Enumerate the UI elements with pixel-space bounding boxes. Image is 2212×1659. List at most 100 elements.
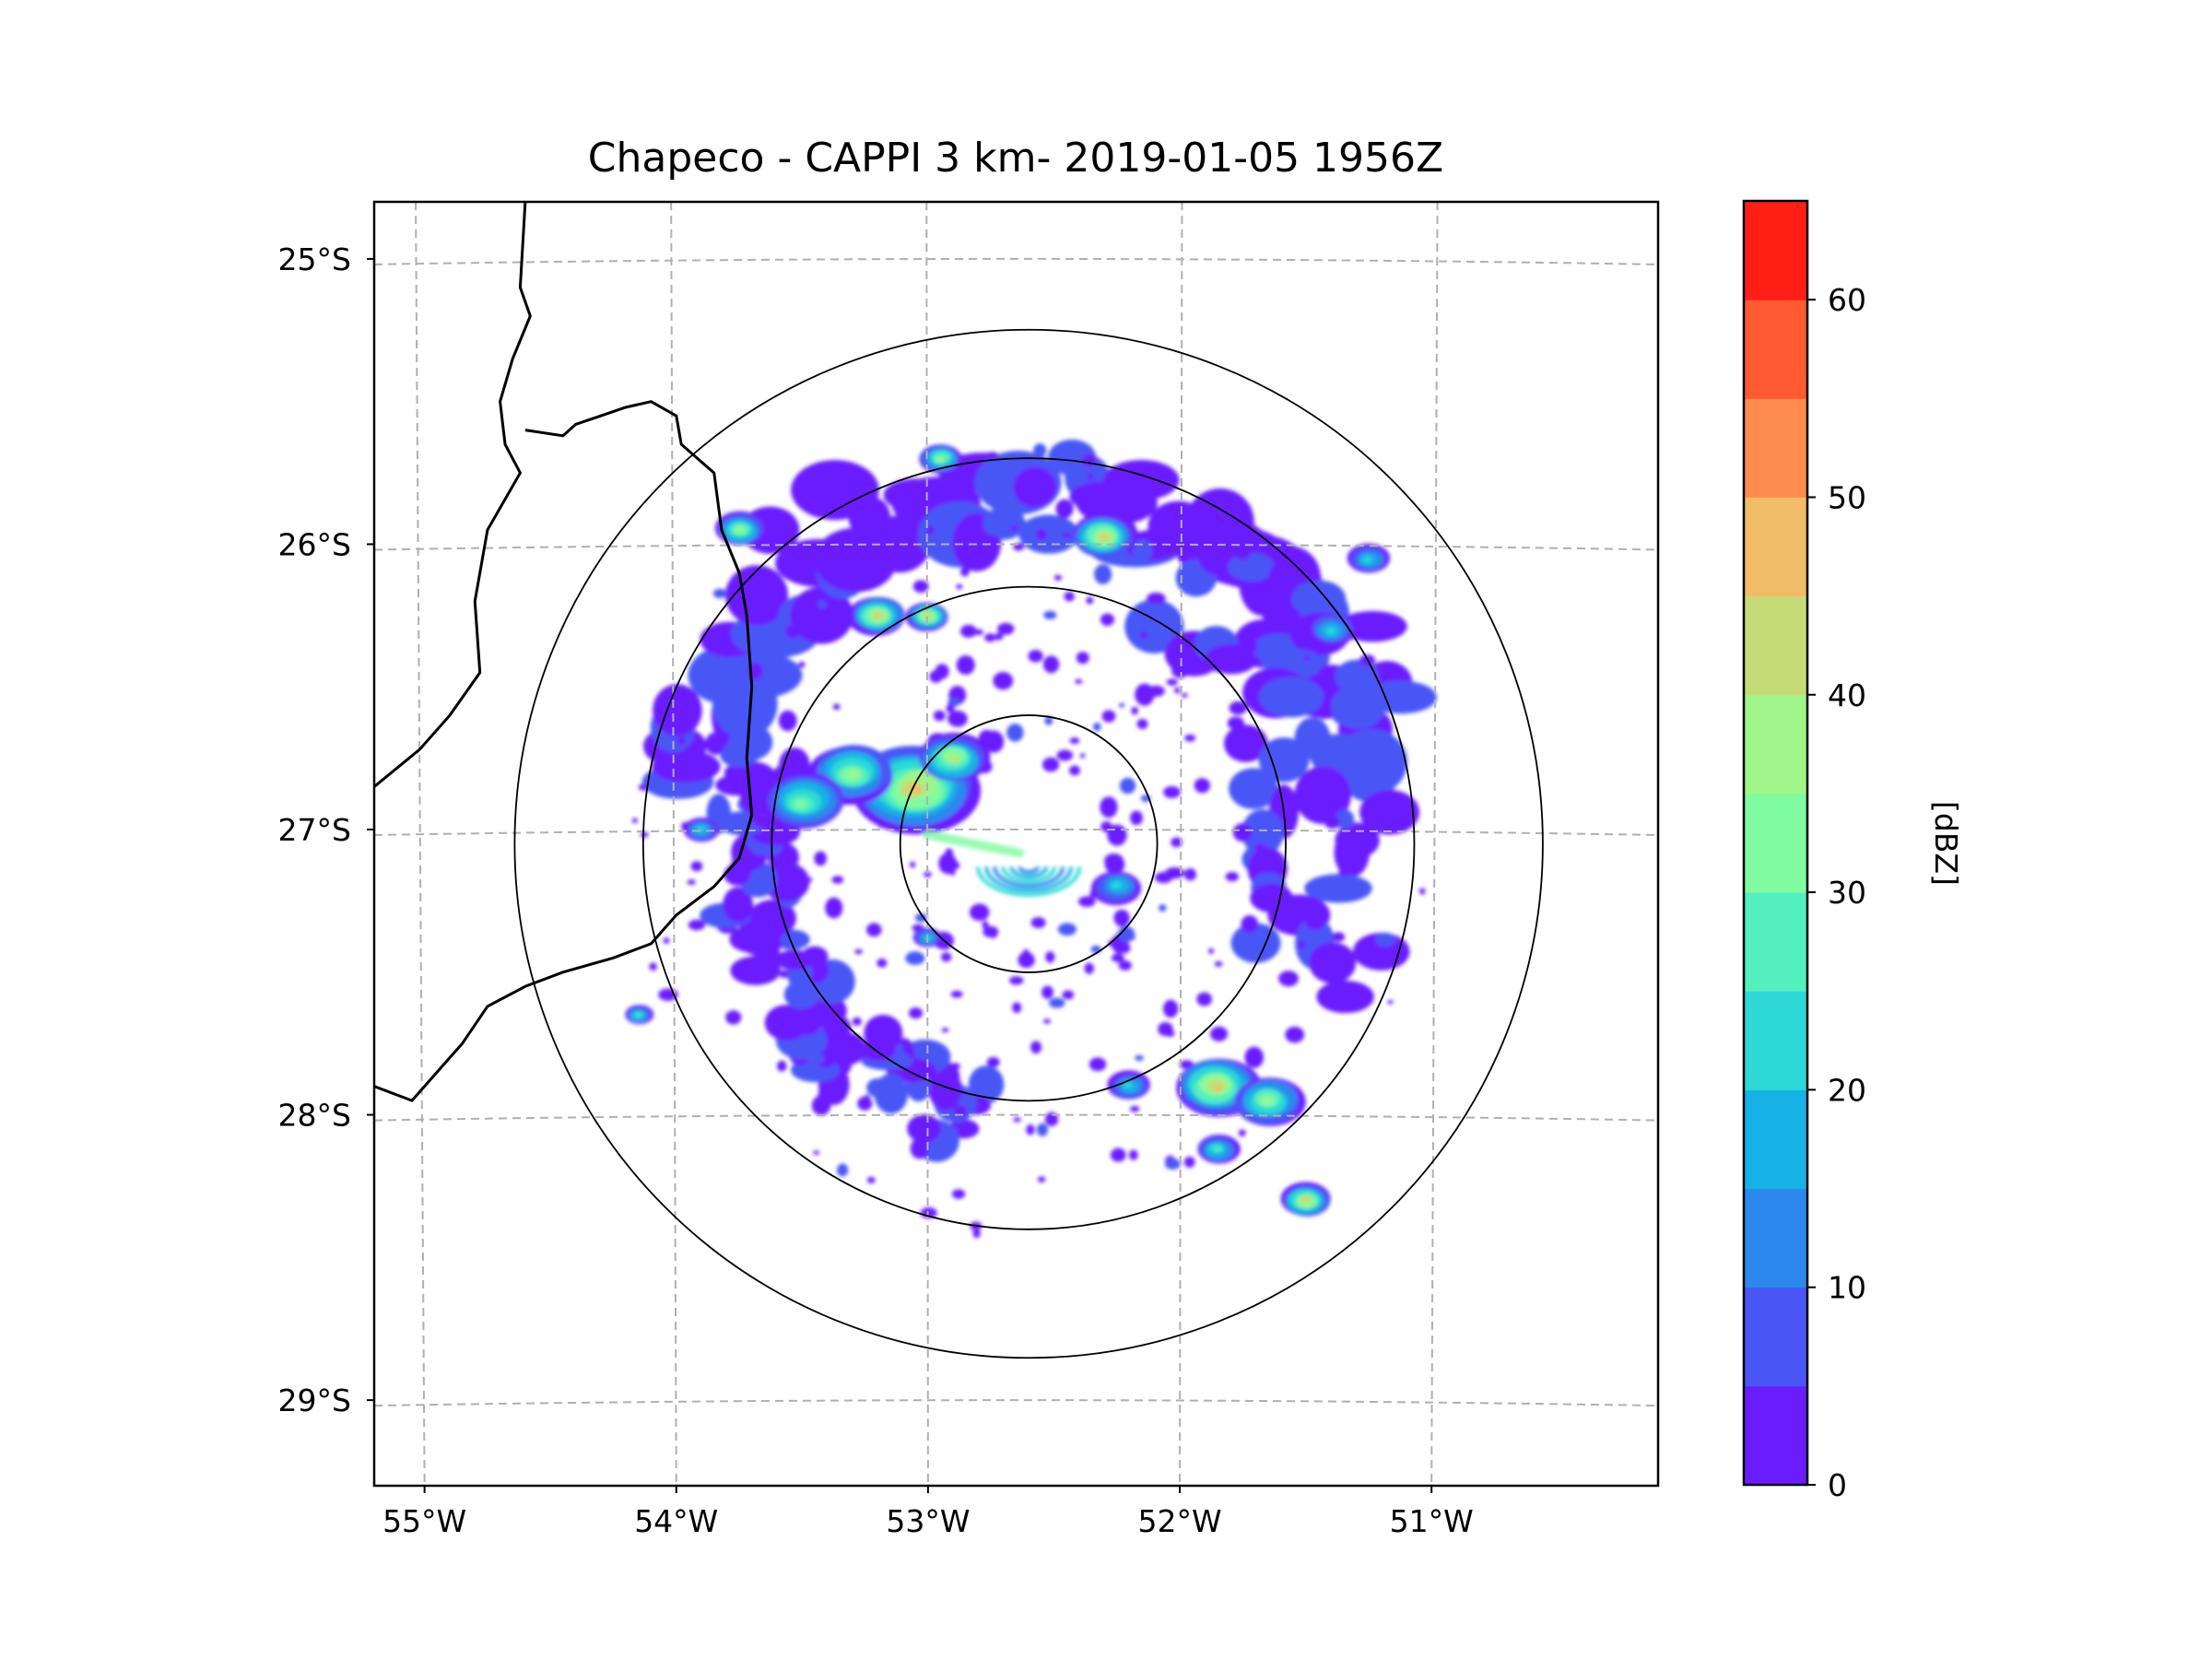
echo-speckle xyxy=(910,861,916,868)
convective-cell xyxy=(1261,1096,1271,1103)
echo-speckle xyxy=(712,588,727,598)
colorbar-segment xyxy=(1744,300,1807,399)
echo-speckle xyxy=(877,959,888,968)
echo-speckle xyxy=(986,1056,1000,1067)
echo-speckle xyxy=(866,923,882,937)
convective-cell xyxy=(1111,881,1122,889)
echo-speckle xyxy=(1241,637,1257,656)
echo-speckle xyxy=(941,1028,949,1033)
echo-speckle xyxy=(1045,951,1055,963)
precip-area xyxy=(1124,599,1184,654)
range-ring xyxy=(899,714,1159,973)
precip-area xyxy=(1018,514,1079,554)
echo-speckle xyxy=(1181,693,1188,698)
echo-speckle xyxy=(1012,1002,1022,1014)
echo-speckle xyxy=(912,580,929,594)
convective-cell xyxy=(1214,1086,1223,1093)
convective-cell xyxy=(951,757,960,763)
echo-speckle xyxy=(1090,945,1101,954)
echo-speckle xyxy=(1174,687,1181,694)
echo-speckle xyxy=(1062,990,1075,1000)
echo-speckle xyxy=(956,654,975,676)
echo-speckle xyxy=(1042,655,1060,674)
echo-speckle xyxy=(982,921,989,929)
y-tick-label: 29°S xyxy=(278,1382,351,1418)
echo-speckle xyxy=(687,879,696,886)
echo-speckle xyxy=(831,876,844,884)
echo-speckle xyxy=(947,860,960,871)
echo-speckle xyxy=(1119,777,1136,794)
clutter-arc xyxy=(976,866,1082,897)
y-axis-ticks: 25°S 26°S 27°S 28°S 29°S xyxy=(278,241,374,1418)
echo-speckle xyxy=(837,1163,849,1177)
echo-speckle xyxy=(935,664,949,679)
echo-speckle xyxy=(1092,722,1101,732)
echo-speckle xyxy=(1196,992,1212,1006)
echo-speckle xyxy=(1419,888,1426,895)
gridlines xyxy=(374,202,1658,1486)
x-tick-label: 52°W xyxy=(1137,1503,1221,1539)
echo-speckle xyxy=(959,567,970,577)
echo-speckle xyxy=(1241,915,1259,934)
clutter-arc xyxy=(993,866,1065,888)
echo-speckle xyxy=(1241,726,1247,733)
echo-speckle xyxy=(933,710,946,722)
echo-speckle xyxy=(1209,1026,1229,1041)
echo-speckle xyxy=(1118,960,1132,971)
echo-speckle xyxy=(655,767,662,774)
echo-speckle xyxy=(1057,923,1077,936)
echo-speckle xyxy=(777,1060,787,1072)
clutter-arc xyxy=(984,866,1074,892)
x-tick-label: 53°W xyxy=(886,1503,970,1539)
colorbar-tick-label: 10 xyxy=(1828,1270,1866,1306)
echo-speckle xyxy=(1118,942,1131,954)
precip-area xyxy=(1258,737,1310,782)
precip-area xyxy=(1291,580,1347,618)
echo-speckle xyxy=(1136,718,1148,730)
echo-speckle xyxy=(1081,453,1097,467)
echo-speckle xyxy=(1183,868,1196,881)
echo-speckle xyxy=(1184,735,1196,742)
y-tick-label: 25°S xyxy=(278,241,351,277)
precip-area xyxy=(1335,659,1379,694)
convective-cell xyxy=(1301,1197,1308,1201)
echo-speckle xyxy=(1006,724,1024,742)
echo-speckle xyxy=(1164,1158,1181,1170)
echo-speckle xyxy=(1278,971,1299,987)
echo-speckle xyxy=(1013,1117,1021,1123)
echo-speckle xyxy=(1036,1123,1049,1136)
echo-speckle xyxy=(1030,917,1046,929)
colorbar-segment xyxy=(1744,1188,1807,1288)
convective-cell xyxy=(1099,533,1106,538)
reflectivity-echoes xyxy=(625,439,1437,1239)
echo-speckle xyxy=(1159,904,1167,912)
colorbar-segment xyxy=(1744,694,1807,794)
meridian-gridline xyxy=(1430,202,1439,1486)
convective-cell xyxy=(925,614,930,618)
range-ring xyxy=(641,457,1416,1230)
y-tick-label: 27°S xyxy=(278,812,351,848)
echo-speckle xyxy=(925,524,935,535)
parallel-gridline xyxy=(374,543,1658,551)
map-background xyxy=(374,202,1658,1486)
echo-speckle xyxy=(638,783,649,791)
colorbar-tick-label: 20 xyxy=(1828,1072,1866,1108)
echo-speckle xyxy=(1107,824,1127,846)
echo-speckle xyxy=(640,831,649,838)
echo-speckle xyxy=(1233,541,1252,560)
echo-speckle xyxy=(1165,1030,1175,1038)
echo-speckle xyxy=(1053,574,1063,581)
echo-speckle xyxy=(1113,911,1127,924)
convective-cell xyxy=(794,799,807,808)
echo-speckle xyxy=(779,970,789,979)
echo-speckle xyxy=(924,871,932,877)
colorbar-tick-label: 0 xyxy=(1828,1467,1847,1503)
colorbar-tick-label: 50 xyxy=(1828,479,1866,515)
echo-speckle xyxy=(1028,649,1043,663)
echo-speckle xyxy=(1041,985,1053,999)
colorbar-segment xyxy=(1744,991,1807,1090)
echo-speckle xyxy=(1339,850,1359,866)
echo-speckle xyxy=(690,861,703,872)
convective-cell xyxy=(874,611,880,616)
